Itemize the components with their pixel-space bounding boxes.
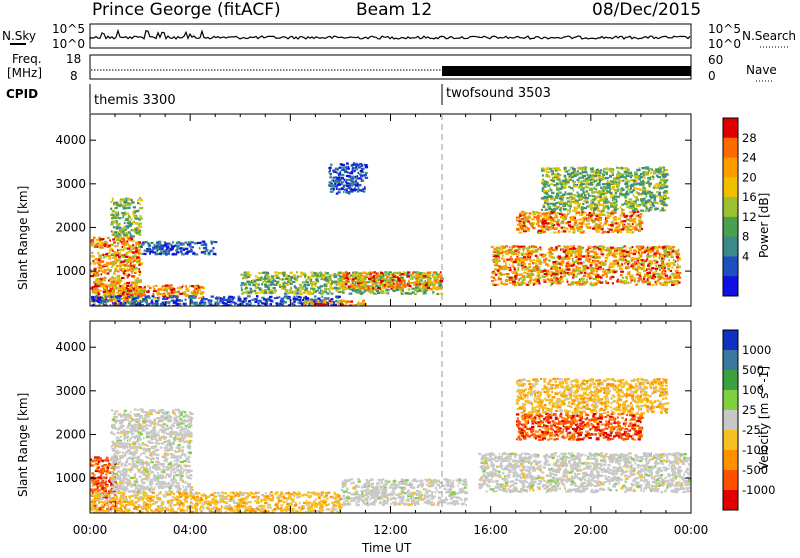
velocity-colorbar-tick: 25 [742, 403, 757, 417]
velocity-colorbar-swatch [723, 410, 738, 431]
nave-label: Nave [746, 63, 777, 77]
power-colorbar-tick: 16 [742, 190, 757, 204]
velocity-feature [478, 452, 694, 493]
velocity-feature [516, 378, 670, 415]
power-ylabel: Slant Range [km] [16, 186, 30, 290]
beam-title: Beam 12 [356, 0, 432, 20]
freq-label: Freq. [12, 52, 42, 66]
power-colorbar-tick: 24 [742, 151, 757, 165]
velocity-colorbar-swatch [723, 350, 738, 371]
power-colorbar-tick: 8 [742, 230, 749, 244]
velocity-colorbar-swatch [723, 430, 738, 451]
nsky-strip [90, 24, 691, 48]
velocity-colorbar-label: Velocity [m s^-1] [757, 366, 771, 470]
nsky-label: N.Sky [2, 29, 36, 43]
power-feature [328, 162, 368, 194]
power-colorbar-swatch [723, 118, 738, 138]
velocity-colorbar-tick: 1000 [742, 343, 771, 357]
nsky-tick-bottom: 10^0 [52, 37, 85, 51]
velocity-ylabel: Slant Range [km] [16, 393, 30, 497]
velocity-ytick-label: 1000 [55, 471, 86, 485]
power-colorbar-swatch [723, 197, 738, 217]
power-colorbar-tick: 28 [742, 131, 757, 145]
station-title: Prince George (fitACF) [92, 0, 281, 20]
power-feature [110, 197, 143, 238]
velocity-xtick-label: 00:00 [73, 523, 108, 537]
nave-tick-top: 60 [708, 53, 723, 67]
nsearch-label: N.Search [742, 29, 796, 43]
velocity-colorbar-swatch [723, 490, 738, 511]
power-colorbar-swatch [723, 158, 738, 178]
velocity-ytick-label: 2000 [55, 427, 86, 441]
velocity-feature [110, 408, 194, 493]
power-colorbar-swatch [723, 217, 738, 237]
date-title: 08/Dec/2015 [592, 0, 701, 20]
freq-tick-bottom: 8 [70, 69, 78, 83]
velocity-xtick-label: 20:00 [574, 523, 609, 537]
velocity-colorbar-swatch [723, 470, 738, 491]
velocity-ytick-label: 4000 [55, 340, 86, 354]
power-feature [491, 245, 682, 286]
velocity-xlabel: Time UT [361, 541, 412, 554]
velocity-xtick-label: 12:00 [373, 523, 408, 537]
power-heatmap [90, 162, 681, 308]
cpid-segment-1: themis 3300 [94, 93, 176, 108]
power-colorbar-swatch [723, 256, 738, 276]
nsearch-tick-top: 10^5 [708, 22, 741, 36]
nave-tick-bottom: 0 [708, 69, 716, 83]
power-colorbar-swatch [723, 138, 738, 158]
power-ytick-label: 2000 [55, 220, 86, 234]
cpid-segment-2: twofsound 3503 [446, 86, 551, 101]
power-ytick-label: 3000 [55, 177, 86, 191]
velocity-feature [341, 478, 468, 506]
velocity-colorbar-swatch [723, 450, 738, 471]
power-ytick-label: 4000 [55, 133, 86, 147]
velocity-colorbar-swatch [723, 370, 738, 391]
velocity-colorbar-tick: -1000 [742, 483, 775, 497]
nsky-tick-top: 10^5 [52, 22, 85, 36]
power-colorbar-label: Power [dB] [757, 193, 771, 258]
power-colorbar-tick: 4 [742, 249, 749, 263]
velocity-feature [90, 491, 343, 515]
power-feature [516, 210, 644, 234]
power-ytick-label: 1000 [55, 264, 86, 278]
velocity-feature [516, 413, 644, 441]
freq-unit-label: [MHz] [7, 66, 42, 80]
power-feature [140, 241, 217, 256]
velocity-heatmap [90, 378, 694, 515]
velocity-xtick-label: 16:00 [473, 523, 508, 537]
power-colorbar: 28 24 20 16 12 8 4 [723, 118, 757, 297]
velocity-ytick-label: 3000 [55, 384, 86, 398]
power-feature [541, 166, 670, 212]
velocity-colorbar-swatch [723, 330, 738, 351]
velocity-xtick-label: 04:00 [173, 523, 208, 537]
nsearch-tick-bottom: 10^0 [708, 37, 741, 51]
nsky-trace-line [90, 31, 690, 40]
velocity-xtick-label: 00:00 [674, 523, 709, 537]
cpid-label: CPID [6, 87, 38, 101]
velocity-xtick-label: 08:00 [273, 523, 308, 537]
power-colorbar-swatch [723, 237, 738, 257]
velocity-colorbar-swatch [723, 390, 738, 411]
freq-tick-top: 18 [66, 52, 81, 66]
nave-bar [442, 66, 691, 76]
power-colorbar-tick: 12 [742, 210, 757, 224]
nsky-trace [90, 31, 690, 40]
power-colorbar-swatch [723, 276, 738, 296]
power-colorbar-tick: 20 [742, 170, 757, 184]
power-colorbar-swatch [723, 177, 738, 197]
